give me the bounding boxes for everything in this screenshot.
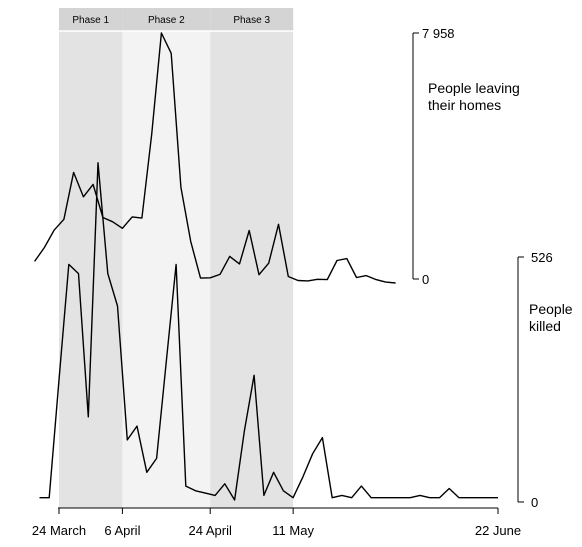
- bottom-series-label-line1: People: [529, 301, 573, 317]
- bottom-y-axis: 526 0 People killed: [517, 250, 573, 510]
- phase-header-2: [122, 8, 211, 31]
- x-tick-label-2: 24 April: [189, 523, 232, 538]
- phase-label-3: Phase 3: [233, 15, 270, 26]
- x-tick-label-0: 24 March: [32, 523, 86, 538]
- phase-label-2: Phase 2: [148, 15, 185, 26]
- x-tick-label-1: 6 April: [104, 523, 140, 538]
- bottom-y-tick-label-zero: 0: [531, 495, 538, 510]
- phase-band-1: [59, 8, 123, 508]
- bottom-series-line: [39, 162, 498, 501]
- top-y-tick-label-zero: 0: [422, 272, 429, 287]
- phase-header-3: [210, 8, 294, 31]
- phase-band-3: [210, 8, 294, 508]
- bottom-y-tick-label-max: 526: [531, 250, 553, 265]
- x-axis: 24 March 6 April 24 April 11 May 22 June: [32, 507, 521, 538]
- top-y-tick-label-max: 7 958: [422, 26, 455, 41]
- top-series: [34, 32, 396, 284]
- bottom-series-label-line2: killed: [529, 318, 561, 334]
- x-tick-label-4: 22 June: [475, 523, 521, 538]
- top-series-label-line2: their homes: [428, 97, 501, 113]
- top-series-label-line1: People leaving: [428, 80, 520, 96]
- phase-label-1: Phase 1: [72, 15, 109, 26]
- bottom-series: [39, 162, 498, 501]
- phase-bands: Phase 1 Phase 2 Phase 3: [59, 8, 294, 508]
- x-tick-label-3: 11 May: [272, 523, 314, 538]
- top-series-line: [34, 32, 396, 284]
- phase-band-2: [122, 8, 211, 508]
- top-y-axis: 7 958 0 People leaving their homes: [412, 26, 520, 287]
- phase-header-1: [59, 8, 123, 31]
